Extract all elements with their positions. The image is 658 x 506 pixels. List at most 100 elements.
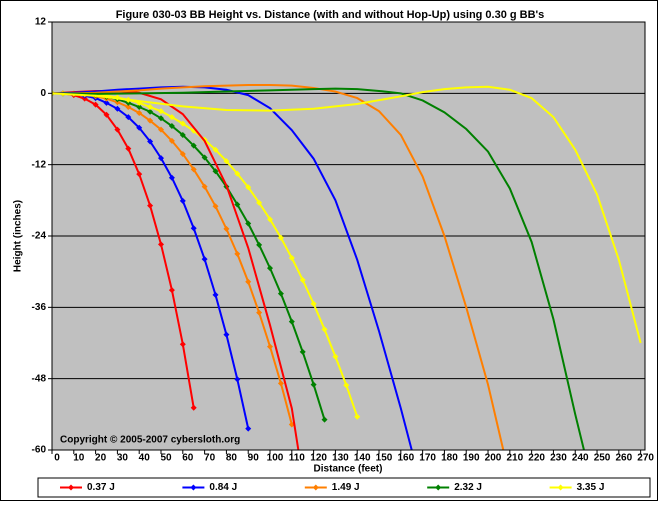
data-point	[103, 111, 110, 118]
x-tick-label: 160	[397, 453, 414, 464]
legend-marker	[312, 484, 319, 491]
data-point	[267, 343, 274, 350]
legend-box	[37, 477, 651, 498]
data-point	[179, 120, 186, 127]
data-point	[136, 124, 143, 131]
data-point	[168, 287, 175, 294]
data-point	[179, 197, 186, 204]
data-point	[125, 114, 132, 121]
data-point	[212, 203, 219, 210]
y-tick-label: 0	[40, 88, 46, 99]
legend-marker	[68, 484, 74, 491]
hop-up-line	[52, 84, 505, 450]
data-point	[332, 353, 339, 360]
legend-marker	[190, 484, 197, 491]
data-point	[168, 174, 175, 181]
x-tick-label: 80	[226, 453, 238, 464]
data-point	[245, 278, 252, 285]
data-point	[256, 241, 263, 248]
data-point	[125, 145, 132, 152]
x-tick-label: 140	[354, 453, 371, 464]
data-point	[114, 105, 121, 112]
legend-label: 0.37 J	[87, 482, 115, 493]
data-point	[158, 126, 165, 133]
x-tick-label: 30	[117, 453, 129, 464]
data-point	[256, 199, 263, 206]
data-point	[147, 108, 154, 115]
data-point	[343, 382, 350, 389]
x-tick-label: 130	[332, 453, 349, 464]
legend-label: 3.35 J	[577, 482, 605, 493]
data-point	[158, 241, 165, 248]
hop-up-line	[52, 85, 642, 344]
data-point	[201, 154, 208, 161]
y-tick-label: -60	[32, 445, 47, 456]
x-tick-label: 40	[139, 453, 151, 464]
data-point	[158, 108, 165, 115]
data-point	[179, 150, 186, 157]
x-tick-label: 0	[54, 453, 60, 464]
data-point	[114, 126, 121, 133]
data-point	[234, 376, 241, 383]
x-tick-label: 70	[204, 453, 216, 464]
data-point	[158, 115, 165, 122]
y-axis-label: Height (inches)	[13, 200, 24, 272]
data-point	[256, 309, 263, 316]
data-point	[212, 146, 219, 153]
data-point	[168, 123, 175, 130]
y-tick-label: -36	[32, 302, 47, 313]
data-point	[147, 104, 154, 111]
x-tick-label: 150	[376, 453, 393, 464]
data-point	[277, 380, 284, 387]
legend-marker	[557, 484, 564, 491]
y-tick-label: 12	[35, 17, 47, 28]
data-point	[267, 265, 274, 272]
x-tick-label: 60	[182, 453, 194, 464]
data-point	[321, 326, 328, 333]
data-point	[267, 216, 274, 223]
data-point	[190, 225, 197, 232]
annotation: Copyright © 2005-2007 cybersloth.org	[60, 435, 240, 446]
data-point	[223, 158, 230, 165]
data-point	[310, 381, 317, 388]
data-point	[223, 331, 230, 338]
x-tick-label: 10	[73, 453, 85, 464]
x-tick-label: 170	[419, 453, 436, 464]
data-point	[299, 276, 306, 283]
x-tick-label: 190	[463, 453, 480, 464]
data-point	[190, 166, 197, 173]
data-point	[147, 202, 154, 209]
data-point	[234, 201, 241, 208]
x-tick-label: 240	[572, 453, 589, 464]
x-tick-label: 90	[248, 453, 260, 464]
data-point	[288, 318, 295, 325]
data-point	[168, 137, 175, 144]
plot-series	[52, 84, 642, 450]
x-tick-label: 200	[485, 453, 502, 464]
y-tick-label: -12	[32, 159, 47, 170]
data-point	[299, 348, 306, 355]
data-point	[245, 425, 252, 432]
x-tick-label: 250	[594, 453, 611, 464]
chart-title: Figure 030-03 BB Height vs. Distance (wi…	[116, 9, 545, 21]
data-point	[277, 234, 284, 241]
data-point	[158, 155, 165, 162]
data-point	[168, 114, 175, 121]
data-point	[103, 99, 110, 106]
data-point	[92, 101, 99, 108]
data-point	[179, 131, 186, 138]
legend-marker	[435, 484, 442, 491]
data-point	[321, 416, 328, 423]
x-tick-label: 110	[289, 453, 306, 464]
data-point	[212, 168, 219, 175]
data-point	[201, 256, 208, 263]
legend-label: 1.49 J	[332, 482, 360, 493]
data-point	[234, 170, 241, 177]
data-point	[179, 341, 186, 348]
x-tick-label: 230	[550, 453, 567, 464]
x-tick-label: 210	[506, 453, 523, 464]
data-point	[136, 109, 143, 116]
data-point	[310, 300, 317, 307]
data-point	[125, 104, 132, 111]
